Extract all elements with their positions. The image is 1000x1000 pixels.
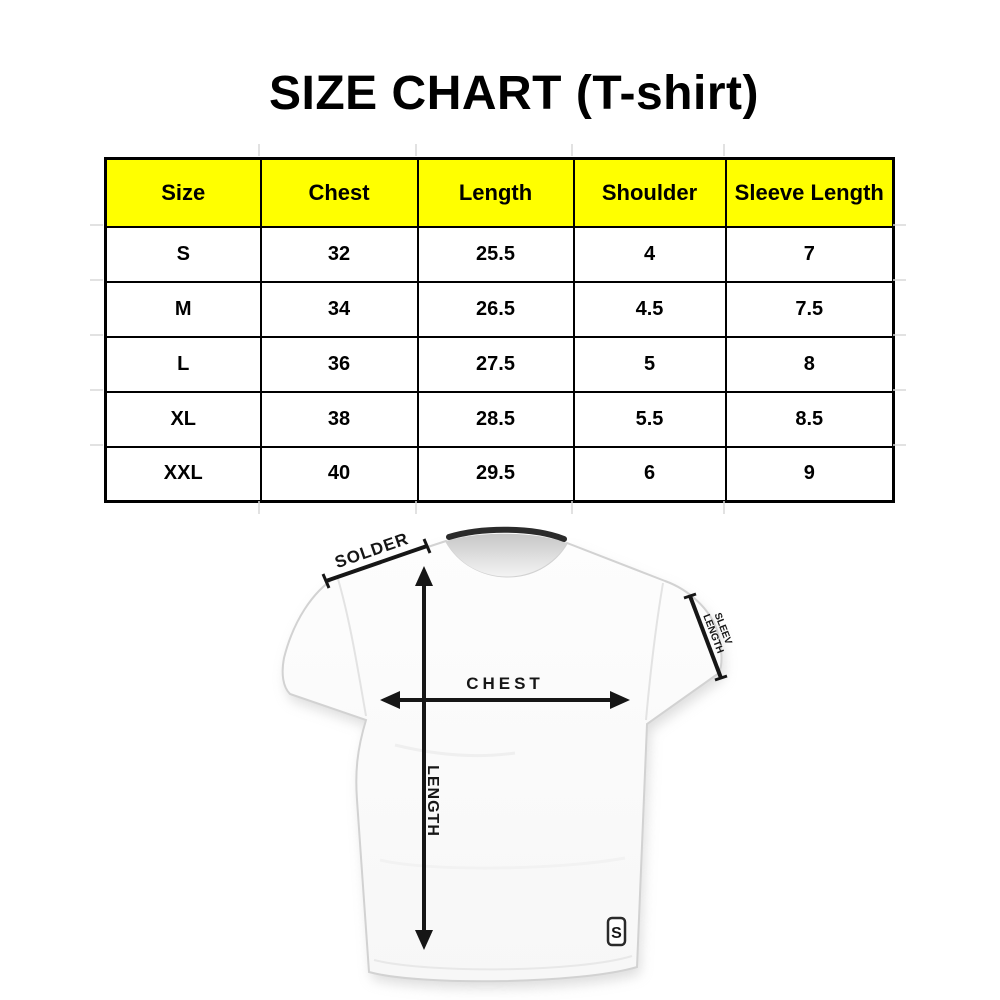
wrinkle	[379, 856, 626, 870]
table-cell: 38	[259, 390, 419, 448]
measurement-annotations: SOLDER LENGTH CHEST S	[321, 529, 734, 950]
table-cell: 5	[572, 335, 727, 393]
table-cell: 6	[572, 445, 727, 503]
brand-logo-letter: S	[611, 925, 622, 942]
table-cell: L	[104, 335, 262, 393]
table-cell: S	[104, 225, 262, 283]
table-cell: 8.5	[724, 390, 895, 448]
table-cell: 36	[259, 335, 419, 393]
hem-stitch	[373, 955, 633, 971]
table-cell: 32	[259, 225, 419, 283]
table-cell: 27.5	[416, 335, 575, 393]
table-cell: 4	[572, 225, 727, 283]
neck-opening	[446, 533, 567, 577]
table-row-s: S 32 25.5 4 7	[104, 225, 895, 283]
tshirt-illustration: S	[281, 526, 725, 989]
table-row-m: M 34 26.5 4.5 7.5	[104, 280, 895, 338]
table-header-row: Size Chest Length Shoulder Sleeve Length	[104, 157, 895, 228]
column-header-length: Length	[416, 157, 575, 228]
page-title: SIZE CHART (T-shirt)	[269, 67, 759, 120]
wrinkle	[394, 743, 516, 758]
gridline-artifacts	[90, 144, 906, 514]
chest-measure: CHEST	[380, 674, 630, 709]
table-cell: 28.5	[416, 390, 575, 448]
table-cell: 34	[259, 280, 419, 338]
chest-label: CHEST	[466, 674, 544, 693]
table-cell: 5.5	[572, 390, 727, 448]
collar-band	[446, 526, 567, 542]
size-table: Size Chest Length Shoulder Sleeve Length…	[104, 157, 895, 503]
table-cell: 4.5	[572, 280, 727, 338]
length-label: LENGTH	[424, 765, 441, 837]
column-header-sleeve-length: Sleeve Length	[724, 157, 895, 228]
left-sleeve-seam	[337, 578, 367, 717]
table-row-l: L 36 27.5 5 8	[104, 335, 895, 393]
brand-logo: S	[606, 916, 627, 947]
table-cell: 7.5	[724, 280, 895, 338]
table-cell: 8	[724, 335, 895, 393]
table-cell: 9	[724, 445, 895, 503]
table-cell: XL	[104, 390, 262, 448]
table-cell: 25.5	[416, 225, 575, 283]
table-cell: 29.5	[416, 445, 575, 503]
right-sleeve-seam	[645, 582, 664, 721]
table-cell: 7	[724, 225, 895, 283]
column-header-shoulder: Shoulder	[572, 157, 727, 228]
table-cell: 26.5	[416, 280, 575, 338]
column-header-size: Size	[104, 157, 262, 228]
table-row-xxl: XXL 40 29.5 6 9	[104, 445, 895, 503]
length-measure: LENGTH	[415, 566, 441, 950]
column-header-chest: Chest	[259, 157, 419, 228]
table-cell: M	[104, 280, 262, 338]
table-cell: 40	[259, 445, 419, 503]
tshirt-body	[281, 539, 723, 983]
table-row-xl: XL 38 28.5 5.5 8.5	[104, 390, 895, 448]
table-cell: XXL	[104, 445, 262, 503]
